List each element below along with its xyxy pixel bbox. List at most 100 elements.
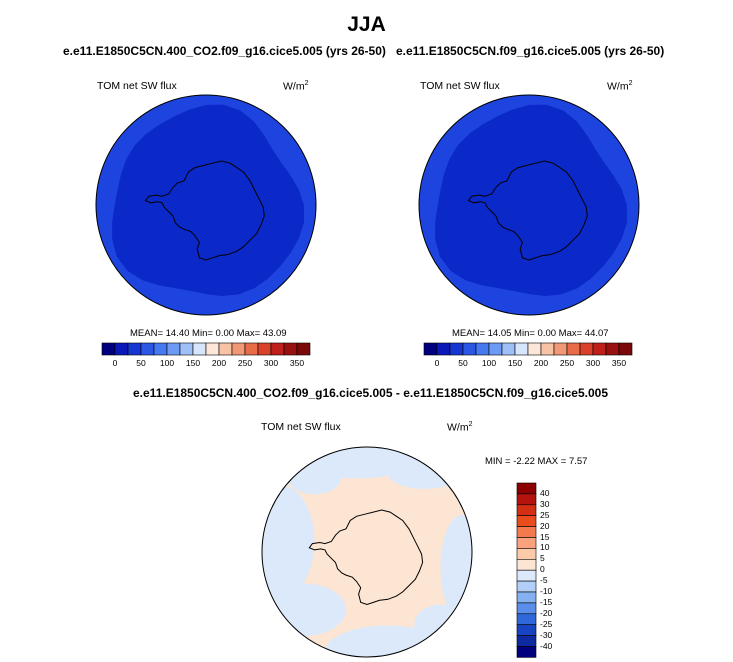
- diff-colorbar-box: [516, 504, 537, 516]
- diff-variable-label: TOM net SW flux: [261, 421, 341, 433]
- diff-colorbar-tick-label: -40: [540, 640, 553, 651]
- panel2-colorbar-box: [462, 342, 477, 356]
- panel2-map-border: [418, 94, 640, 316]
- panel2-colorbar-tick-label: 300: [585, 358, 601, 368]
- diff-colorbar-box: [516, 624, 537, 636]
- panel1-colorbar-tick-label: 200: [211, 358, 227, 368]
- panel2-colorbar-box: [605, 342, 620, 356]
- diff-negative-patch: [262, 483, 315, 600]
- diff-stats: MIN = -2.22 MAX = 7.57: [485, 456, 588, 467]
- panel1-colorbar-box: [101, 342, 116, 356]
- panel2-colorbar-box: [488, 342, 503, 356]
- panel1-colorbar-tick-label: 350: [289, 358, 305, 368]
- panel2-colorbar-tick-label: 200: [533, 358, 549, 368]
- panel2-colorbar-box: [527, 342, 542, 356]
- diff-colorbar-tick-label: -10: [540, 586, 553, 596]
- panel1-stats: MEAN= 14.40 Min= 0.00 Max= 43.09: [130, 328, 287, 339]
- diff-colorbar-tick-label: 25: [540, 509, 550, 520]
- panel1-colorbar-tick-label: 100: [159, 358, 175, 368]
- panel2-case-title: e.e11.E1850C5CN.f09_g16.cice5.005 (yrs 2…: [396, 44, 665, 58]
- panel2-colorbar-box: [592, 342, 607, 356]
- panel2-colorbar-box: [540, 342, 555, 356]
- panel1-colorbar-tick-label: 50: [136, 358, 146, 368]
- panel2-colorbar-box: [449, 342, 464, 356]
- diff-colorbar-box: [516, 646, 537, 658]
- panel2-ice-region: [435, 104, 627, 296]
- diff-colorbar-box: [516, 602, 537, 615]
- diff-colorbar-tick-label: 0: [540, 564, 545, 575]
- panel1-colorbar-box: [192, 342, 207, 356]
- panel1-colorbar-box: [257, 342, 272, 356]
- diff-colorbar-tick-label: -15: [540, 596, 553, 607]
- diff-negative-patch: [414, 604, 467, 647]
- diff-title: e.e11.E1850C5CN.400_CO2.f09_g16.cice5.00…: [133, 386, 609, 400]
- panel1-map-border: [95, 94, 317, 316]
- diff-colorbar-box: [516, 613, 537, 625]
- panel2-colorbar-box: [423, 342, 438, 356]
- diff-colorbar-box: [516, 558, 537, 571]
- panel2-colorbar-box: [618, 342, 633, 356]
- diff-map-border: [261, 446, 473, 658]
- panel1-colorbar-tick-label: 0: [112, 358, 118, 368]
- panel2-units-label: W/m2: [607, 80, 633, 93]
- diff-colorbar-box: [516, 493, 537, 506]
- diff-negative-patch: [440, 515, 472, 621]
- panel1-map: [95, 94, 317, 316]
- diff-colorbar-box: [516, 482, 537, 495]
- panel1-colorbar-box: [140, 342, 155, 356]
- panel1-colorbar-box: [218, 342, 233, 356]
- panel1-colorbar-box: [205, 342, 220, 356]
- diff-units-label: W/m2: [447, 421, 473, 434]
- diff-antarctica-coastline: [308, 509, 424, 606]
- panel2-colorbar-tick-label: 250: [559, 358, 575, 368]
- diff-colorbar-tick-label: -25: [540, 618, 553, 629]
- diff-colorbar-tick-label: 10: [540, 542, 550, 553]
- diff-colorbar-tick-label: -30: [540, 629, 553, 640]
- diff-colorbar-box: [516, 591, 537, 604]
- diff-map: [261, 446, 473, 658]
- panel2-colorbar-box: [436, 342, 451, 356]
- diff-colorbar-tick-label: -20: [540, 607, 553, 618]
- diff-colorbar-tick-label: 20: [540, 520, 550, 531]
- diff-colorbar-box: [516, 635, 537, 647]
- panel1-case-title: e.e11.E1850C5CN.400_CO2.f09_g16.cice5.00…: [63, 44, 386, 58]
- panel2-colorbar-box: [579, 342, 594, 356]
- panel2-colorbar-tick-label: 350: [611, 358, 627, 368]
- panel2-colorbar-tick-label: 150: [507, 358, 523, 368]
- panel1-colorbar-box: [244, 342, 259, 356]
- panel2-colorbar: [423, 342, 633, 356]
- diff-colorbar-box: [516, 548, 537, 560]
- panel1-colorbar: [101, 342, 311, 356]
- panel1-units-label: W/m2: [283, 80, 309, 93]
- panel1-colorbar-box: [114, 342, 129, 356]
- panel2-stats: MEAN= 14.05 Min= 0.00 Max= 44.07: [452, 328, 609, 339]
- diff-colorbar-box: [516, 580, 537, 593]
- diff-colorbar-tick-label: 15: [540, 531, 550, 542]
- panel2-colorbar-box: [514, 342, 529, 356]
- diff-negative-patch: [388, 457, 462, 489]
- panel2-colorbar-box: [553, 342, 568, 356]
- diff-negative-patch: [288, 462, 341, 495]
- panel1-colorbar-box: [231, 342, 246, 356]
- diff-negative-patch: [325, 625, 451, 657]
- panel1-colorbar-box: [296, 342, 311, 356]
- diff-colorbar-box: [516, 569, 537, 582]
- panel2-antarctica-coastline: [467, 160, 588, 261]
- panel1-colorbar-tick-label: 150: [185, 358, 201, 368]
- panel1-ice-region: [112, 104, 304, 296]
- panel1-colorbar-box: [283, 342, 298, 356]
- panel1-colorbar-box: [127, 342, 142, 356]
- panel2-colorbar-tick-label: 0: [434, 358, 440, 368]
- panel2-colorbar-box: [475, 342, 490, 356]
- panel1-colorbar-tick-label: 250: [237, 358, 253, 368]
- panel2-map: [418, 94, 640, 316]
- diff-negative-patch: [262, 583, 346, 636]
- panel2-variable-label: TOM net SW flux: [420, 80, 500, 92]
- panel2-colorbar-box: [501, 342, 516, 356]
- diff-colorbar-tick-label: 5: [540, 553, 545, 564]
- panel2-colorbar-tick-label: 50: [458, 358, 468, 368]
- diff-colorbar-box: [516, 526, 537, 538]
- diff-colorbar-tick-label: -5: [540, 575, 548, 586]
